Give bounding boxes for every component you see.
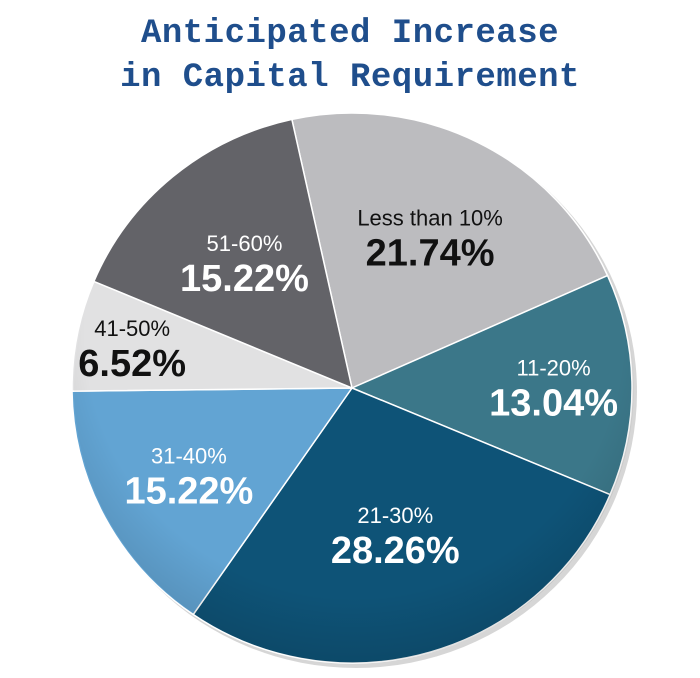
slice-value-label: 15.22% bbox=[180, 258, 309, 300]
slice-category-label: 21-30% bbox=[357, 503, 433, 528]
slice-value-label: 6.52% bbox=[78, 343, 186, 385]
chart-title: Anticipated Increase in Capital Requirem… bbox=[0, 12, 700, 100]
slice-category-label: 11-20% bbox=[516, 356, 590, 381]
chart-title-line-1: Anticipated Increase bbox=[140, 15, 560, 53]
slice-category-label: 41-50% bbox=[94, 316, 170, 341]
slice-category-label: Less than 10% bbox=[357, 206, 503, 231]
slice-value-label: 15.22% bbox=[124, 470, 253, 512]
slice-category-label: 31-40% bbox=[151, 443, 227, 468]
slice-category-label: 51-60% bbox=[207, 231, 283, 256]
slice-value-label: 21.74% bbox=[366, 233, 495, 275]
slice-value-label: 28.26% bbox=[331, 530, 460, 572]
slice-value-label: 13.04% bbox=[489, 383, 618, 425]
chart-title-line-2: in Capital Requirement bbox=[120, 59, 580, 97]
